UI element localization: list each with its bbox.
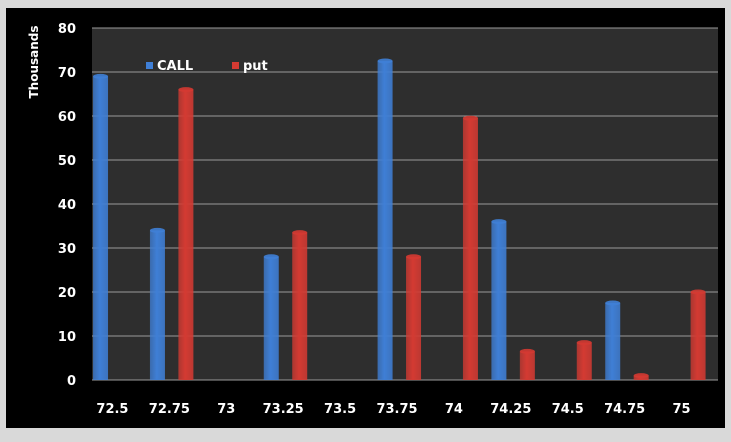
x-tick-label: 73.5 <box>324 402 356 417</box>
bar-call-72.5 <box>93 76 109 381</box>
gridlines <box>92 27 718 381</box>
legend: CALL put <box>146 59 268 74</box>
legend-label-call: CALL <box>157 59 193 74</box>
bar-put-72.75 <box>178 89 194 380</box>
x-tick-label: 73.25 <box>263 402 304 417</box>
bar-cap <box>519 348 535 354</box>
bar-call-74.75 <box>605 303 621 380</box>
y-tick-label: 40 <box>58 198 76 213</box>
x-tick-label: 74 <box>445 402 463 417</box>
x-tick-label: 74.5 <box>552 402 584 417</box>
bar-cap <box>491 219 507 225</box>
legend-swatch-put <box>232 62 239 69</box>
x-tick-label: 73 <box>217 402 235 417</box>
y-tick-label: 70 <box>58 66 76 81</box>
bar-cap <box>462 115 478 121</box>
y-tick-label: 20 <box>58 286 76 301</box>
legend-label-put: put <box>243 59 268 74</box>
x-tick-label: 73.75 <box>376 402 417 417</box>
y-tick-label: 60 <box>58 110 76 125</box>
x-tick-label: 74.75 <box>604 402 645 417</box>
chart-panel: 0 10 20 30 40 50 60 70 80 72.5 72.75 73 73.25 73.5 73… <box>6 8 725 428</box>
bar-put-74 <box>462 118 478 380</box>
x-tick-label: 72.75 <box>149 402 190 417</box>
x-axis-ticks: 72.5 72.75 73 73.25 73.5 73.75 74 74.25 74.5 74.7… <box>96 402 690 417</box>
bar-cap <box>263 254 279 260</box>
bar-put-74.5 <box>576 342 592 380</box>
bar-cap <box>292 230 308 236</box>
legend-swatch-call <box>146 62 153 69</box>
bar-cap <box>93 73 109 79</box>
bar-cap <box>633 373 649 379</box>
bars <box>93 58 706 381</box>
bar-put-73.25 <box>292 232 308 380</box>
bar-put-73.75 <box>406 256 422 380</box>
x-tick-label: 74.25 <box>490 402 531 417</box>
y-tick-label: 50 <box>58 154 76 169</box>
bar-call-73.25 <box>263 256 279 380</box>
y-tick-label: 10 <box>58 330 76 345</box>
bar-cap <box>605 300 621 306</box>
y-tick-label: 80 <box>58 22 76 37</box>
bar-call-72.75 <box>149 230 165 380</box>
bar-put-74.25 <box>519 351 535 380</box>
y-axis-ticks: 0 10 20 30 40 50 60 70 80 <box>58 22 76 389</box>
bar-cap <box>406 254 422 260</box>
bar-call-73.75 <box>377 61 393 380</box>
bar-chart: 0 10 20 30 40 50 60 70 80 72.5 72.75 73 73.25 73.5 73… <box>27 22 718 417</box>
bar-call-74.25 <box>491 221 507 380</box>
x-tick-label: 72.5 <box>96 402 128 417</box>
bar-cap <box>178 87 194 93</box>
bar-cap <box>690 289 706 295</box>
y-tick-label: 0 <box>67 374 76 389</box>
x-tick-label: 75 <box>672 402 690 417</box>
y-axis-label: Thousands <box>27 25 41 98</box>
bar-cap <box>149 227 165 233</box>
bar-put-75 <box>690 292 706 380</box>
bar-cap <box>576 340 592 346</box>
y-tick-label: 30 <box>58 242 76 257</box>
bar-cap <box>377 58 393 64</box>
